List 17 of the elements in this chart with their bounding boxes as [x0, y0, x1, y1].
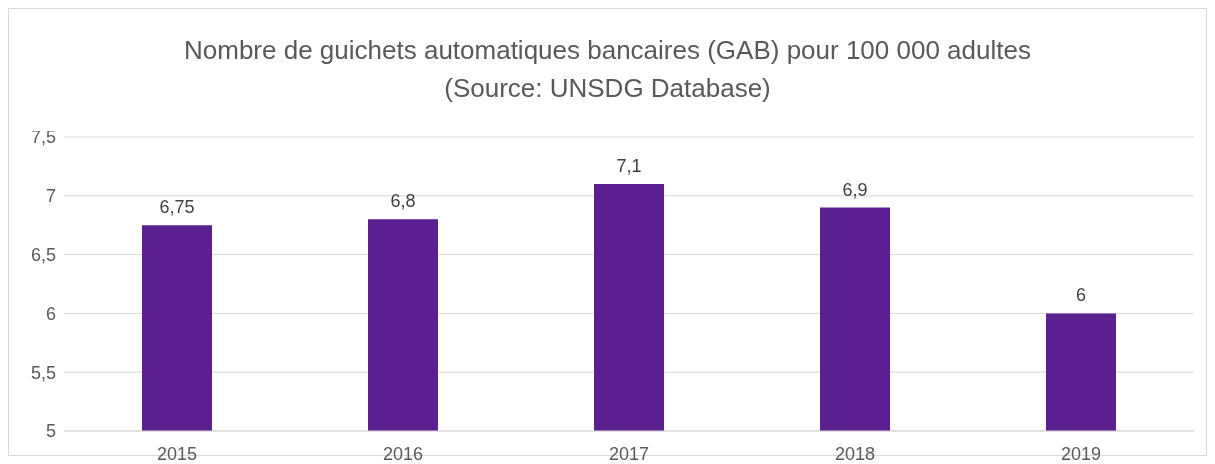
y-tick-label: 7,5 — [30, 127, 56, 148]
data-label: 6,75 — [159, 197, 195, 218]
y-tick-label: 6 — [45, 303, 56, 324]
x-tick-label: 2019 — [1060, 443, 1102, 464]
x-tick-label: 2016 — [382, 443, 424, 464]
x-tick-label: 2015 — [156, 443, 198, 464]
data-label: 6,9 — [842, 179, 868, 200]
y-tick-label: 5,5 — [30, 362, 56, 383]
data-label: 6,8 — [390, 191, 416, 212]
x-tick-label: 2017 — [608, 443, 650, 464]
data-label: 6 — [1075, 285, 1087, 306]
chart-title: Nombre de guichets automatiques bancaires (GAB) pour 100 000 adultes (Source: UNSDG Database) — [183, 34, 1032, 105]
y-tick-label: 6,5 — [30, 244, 56, 265]
x-tick-label: 2018 — [834, 443, 876, 464]
y-tick-label: 7 — [45, 186, 56, 207]
y-tick-label: 5 — [45, 421, 56, 442]
data-label: 7,1 — [616, 156, 642, 177]
